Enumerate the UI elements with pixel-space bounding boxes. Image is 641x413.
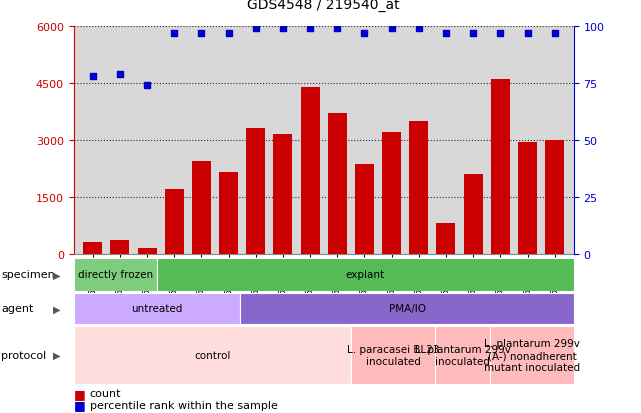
Point [495, 30, 506, 37]
Bar [545, 140, 564, 254]
Text: L. plantarum 299v
inoculated: L. plantarum 299v inoculated [415, 344, 510, 366]
Bar [410, 121, 428, 254]
Point [251, 26, 261, 32]
Text: specimen: specimen [1, 270, 55, 280]
Text: count: count [90, 388, 121, 398]
Bar [83, 243, 103, 254]
Bar [463, 174, 483, 254]
Bar [435, 326, 490, 384]
Point [468, 30, 478, 37]
Bar [219, 173, 238, 254]
Bar [437, 224, 456, 254]
Point [142, 83, 152, 89]
Text: directly frozen: directly frozen [78, 270, 153, 280]
Text: percentile rank within the sample: percentile rank within the sample [90, 400, 278, 410]
Bar [138, 248, 156, 254]
Text: ▶: ▶ [53, 350, 60, 360]
Point [88, 74, 98, 80]
Text: control: control [194, 350, 231, 360]
Bar [301, 88, 320, 254]
Bar [74, 293, 240, 324]
Text: L. plantarum 299v
(A-) nonadherent
mutant inoculated: L. plantarum 299v (A-) nonadherent mutan… [484, 339, 580, 372]
Bar [274, 135, 292, 254]
Text: GDS4548 / 219540_at: GDS4548 / 219540_at [247, 0, 400, 12]
Text: PMA/IO: PMA/IO [388, 304, 426, 314]
Point [196, 30, 206, 37]
Bar [351, 326, 435, 384]
Bar [491, 80, 510, 254]
Point [441, 30, 451, 37]
Point [413, 26, 424, 32]
Point [278, 26, 288, 32]
Bar [328, 114, 347, 254]
Bar [165, 190, 184, 254]
Bar [157, 258, 574, 291]
Bar [355, 165, 374, 254]
Point [224, 30, 234, 37]
Bar [246, 129, 265, 254]
Text: explant: explant [345, 270, 385, 280]
Text: ▶: ▶ [53, 270, 60, 280]
Text: agent: agent [1, 304, 34, 314]
Bar [192, 161, 211, 254]
Bar [74, 258, 157, 291]
Bar [74, 326, 351, 384]
Bar [110, 241, 129, 254]
Point [332, 26, 342, 32]
Text: untreated: untreated [131, 304, 183, 314]
Point [169, 30, 179, 37]
Text: ▶: ▶ [53, 304, 60, 314]
Text: ■: ■ [74, 398, 85, 411]
Bar [240, 293, 574, 324]
Text: ■: ■ [74, 387, 85, 400]
Point [522, 30, 533, 37]
Point [387, 26, 397, 32]
Bar [518, 142, 537, 254]
Point [549, 30, 560, 37]
Point [305, 26, 315, 32]
Bar [382, 133, 401, 254]
Bar [490, 326, 574, 384]
Point [360, 30, 370, 37]
Text: protocol: protocol [1, 350, 47, 360]
Point [115, 71, 125, 78]
Text: L. paracasei BL23
inoculated: L. paracasei BL23 inoculated [347, 344, 439, 366]
